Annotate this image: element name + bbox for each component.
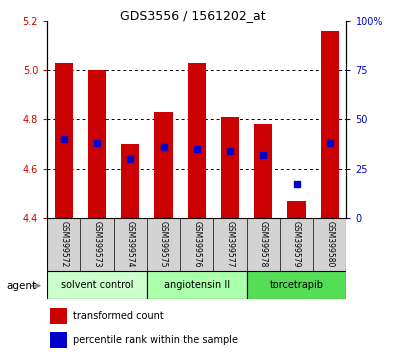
Bar (50, 308, 66, 324)
Bar (254, 124, 272, 218)
Text: GSM399574: GSM399574 (126, 221, 135, 268)
Bar (220, 117, 238, 218)
Bar (54, 63, 73, 218)
Text: GDS3556 / 1561202_at: GDS3556 / 1561202_at (119, 9, 265, 22)
Bar (50, 332, 66, 348)
Text: GSM399577: GSM399577 (225, 221, 234, 268)
Text: percentile rank within the sample: percentile rank within the sample (72, 335, 237, 345)
Bar (146, 271, 246, 299)
Text: GSM399575: GSM399575 (159, 221, 168, 268)
Text: GSM399573: GSM399573 (92, 221, 101, 268)
Bar (121, 144, 139, 218)
Bar (88, 70, 106, 218)
Bar (287, 200, 305, 218)
Bar (320, 31, 338, 218)
Text: GSM399580: GSM399580 (324, 221, 333, 268)
Bar (246, 271, 346, 299)
Text: torcetrapib: torcetrapib (269, 280, 323, 290)
Bar (187, 63, 205, 218)
Text: GSM399576: GSM399576 (192, 221, 201, 268)
Text: GSM399578: GSM399578 (258, 221, 267, 268)
Bar (154, 112, 172, 218)
Text: transformed count: transformed count (72, 311, 163, 321)
Text: GSM399572: GSM399572 (59, 221, 68, 268)
Text: solvent control: solvent control (61, 280, 133, 290)
Text: angiotensin II: angiotensin II (163, 280, 229, 290)
Text: agent: agent (6, 281, 36, 291)
Text: GSM399579: GSM399579 (291, 221, 300, 268)
Bar (47, 271, 146, 299)
